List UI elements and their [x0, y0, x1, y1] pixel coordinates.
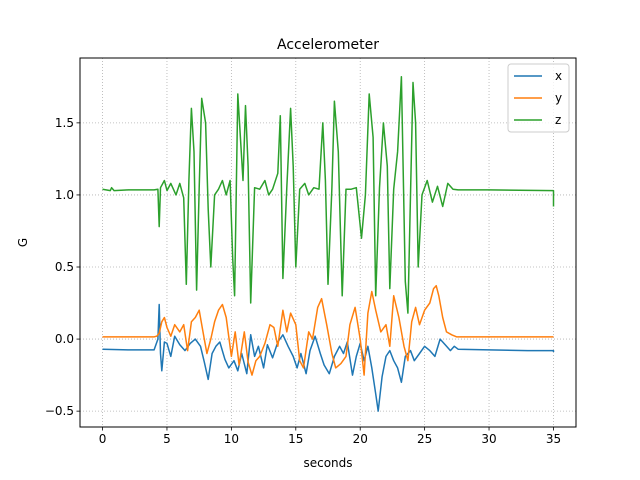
x-axis-ticks: 0 5 10 15 20 25 30 35 [99, 427, 561, 446]
axes-frame [79, 57, 577, 428]
x-tick-label: 10 [224, 432, 239, 446]
plot-area [102, 75, 555, 412]
x-tick-label: 15 [288, 432, 303, 446]
x-tick-label: 35 [546, 432, 561, 446]
x-tick-label: 30 [481, 432, 496, 446]
y-tick-label: 0.5 [55, 260, 74, 274]
legend: xyz [507, 63, 570, 133]
y-tick-label: 1.0 [55, 188, 74, 202]
y-axis-label: G [16, 238, 30, 247]
y-axis-ticks: −0.5 0.0 0.5 1.0 1.5 [45, 116, 80, 418]
x-tick-label: 0 [99, 432, 107, 446]
x-tick-label: 5 [163, 432, 171, 446]
series-line-z [102, 75, 555, 314]
chart-title: Accelerometer [277, 37, 379, 53]
legend-label-y: y [555, 91, 562, 105]
legend-label-x: x [555, 69, 562, 83]
series-line-y [102, 284, 554, 376]
y-tick-label: −0.5 [45, 404, 74, 418]
x-tick-label: 25 [417, 432, 432, 446]
series-line-x [102, 303, 555, 412]
x-tick-label: 20 [353, 432, 368, 446]
y-tick-label: 0.0 [55, 332, 74, 346]
legend-label-z: z [555, 113, 561, 127]
x-axis-label: seconds [303, 456, 352, 470]
y-tick-label: 1.5 [55, 116, 74, 130]
series-layer [102, 75, 555, 412]
